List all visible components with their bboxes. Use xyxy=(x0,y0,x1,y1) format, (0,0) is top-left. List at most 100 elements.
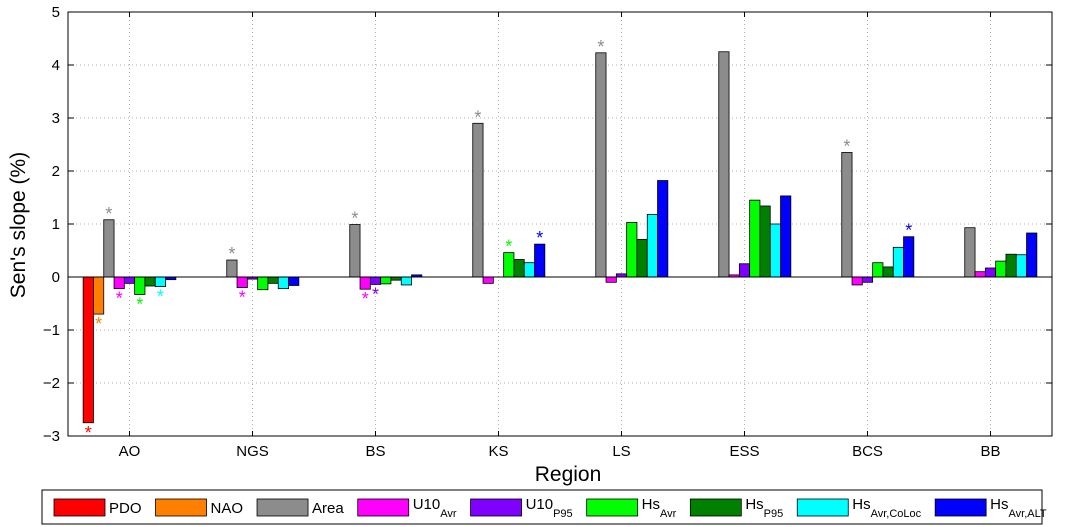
plot-frame xyxy=(67,11,1053,437)
bar xyxy=(123,276,136,284)
bar xyxy=(769,223,781,278)
bar xyxy=(113,276,125,290)
bar xyxy=(605,276,617,283)
significance-marker: * xyxy=(474,107,481,127)
bar xyxy=(903,236,915,278)
significance-marker: * xyxy=(228,244,235,264)
bar xyxy=(380,276,392,285)
legend-swatch xyxy=(586,498,639,517)
bar xyxy=(134,276,146,295)
bar xyxy=(534,243,546,278)
bar xyxy=(144,276,156,287)
y-tick-label: 5 xyxy=(52,4,60,21)
bar xyxy=(103,219,115,278)
legend-label: HsAvr,ALT xyxy=(990,496,1047,520)
legend-label: U10Avr xyxy=(413,496,457,520)
bar xyxy=(861,276,874,283)
bar xyxy=(780,195,792,278)
bar xyxy=(995,260,1007,278)
significance-marker: * xyxy=(843,136,850,156)
bar xyxy=(277,276,289,290)
legend-label: HsAvr xyxy=(642,496,677,520)
legend-label: NAO xyxy=(211,500,244,517)
y-tick-label: 1 xyxy=(52,216,60,233)
bar xyxy=(595,52,607,278)
y-tick-label: −3 xyxy=(43,428,60,445)
legend-label: Area xyxy=(312,500,344,517)
legend-swatch xyxy=(470,498,522,517)
bars-layer xyxy=(82,51,1038,424)
bar xyxy=(267,276,279,284)
x-tick-label: BS xyxy=(365,443,385,460)
bar xyxy=(872,262,884,278)
bar xyxy=(964,227,976,278)
significance-marker: * xyxy=(597,37,604,57)
y-tick-label: 4 xyxy=(52,57,60,74)
significance-marker: * xyxy=(351,209,358,229)
legend-label: HsAvr,CoLoc xyxy=(852,496,921,520)
legend-label: HsP95 xyxy=(745,496,783,520)
bar xyxy=(626,222,638,278)
bar xyxy=(1026,232,1038,278)
bar xyxy=(369,276,382,285)
x-tick-label: LS xyxy=(612,443,630,460)
significance-marker: * xyxy=(157,287,164,307)
x-tick-label: BB xyxy=(980,443,1000,460)
bar xyxy=(841,152,853,278)
significance-marker: * xyxy=(239,288,246,308)
bar xyxy=(82,276,94,424)
significance-marker: * xyxy=(536,228,543,248)
bar xyxy=(646,214,658,278)
bar xyxy=(974,271,986,278)
bar xyxy=(749,199,761,278)
bar xyxy=(288,276,300,286)
bar xyxy=(1015,254,1027,278)
significance-marker: * xyxy=(136,294,143,314)
legend-swatch xyxy=(357,498,410,517)
significance-marker: * xyxy=(105,204,112,224)
bar xyxy=(236,276,248,289)
bar xyxy=(984,267,997,278)
y-tick-label: −1 xyxy=(43,322,60,339)
x-tick-label: NGS xyxy=(236,443,269,460)
significance-marker: * xyxy=(372,284,379,304)
x-tick-label: KS xyxy=(488,443,508,460)
significance-marker: * xyxy=(85,423,92,443)
legend-swatch xyxy=(689,498,742,517)
significance-marker: * xyxy=(116,289,123,309)
x-tick-label: BCS xyxy=(852,443,883,460)
legend-label: PDO xyxy=(109,500,142,517)
significance-marker: * xyxy=(505,237,512,257)
bar xyxy=(1005,253,1017,278)
legend: PDO NAO Area U10Avr U10P95 HsAvr HsP95 HsAvr,Co… xyxy=(41,489,1047,525)
bar xyxy=(93,276,105,315)
significance-marker: * xyxy=(362,289,369,309)
legend-swatch xyxy=(934,498,987,517)
legend-swatch xyxy=(256,498,309,517)
legend-label: U10P95 xyxy=(526,496,573,520)
bar xyxy=(523,262,535,278)
bar xyxy=(472,122,484,278)
bar xyxy=(482,276,494,284)
legend-swatch xyxy=(53,498,106,517)
significance-marker: * xyxy=(905,221,912,241)
significance-marker: * xyxy=(95,314,102,334)
legend-swatch xyxy=(155,498,207,517)
bar xyxy=(851,276,863,286)
bar xyxy=(657,180,669,278)
bar xyxy=(154,276,166,287)
bar xyxy=(892,246,904,278)
axes: AO NGS BS KS LS ESS BCS BB −3 −2 −1 0 1 2 3 4 5 xyxy=(43,4,1053,460)
significance-markers-layer: ********* * * ***** * xyxy=(85,37,912,443)
x-tick-label: ESS xyxy=(729,443,759,460)
y-tick-label: 2 xyxy=(52,163,60,180)
bar xyxy=(636,238,648,278)
y-tick-label: −2 xyxy=(43,375,60,392)
legend-box xyxy=(41,489,1043,525)
bar xyxy=(882,266,894,278)
y-axis-title: Sen's slope (%) xyxy=(7,152,30,298)
bar xyxy=(513,259,525,278)
y-tick-label: 0 xyxy=(52,269,60,286)
bar xyxy=(738,263,751,278)
